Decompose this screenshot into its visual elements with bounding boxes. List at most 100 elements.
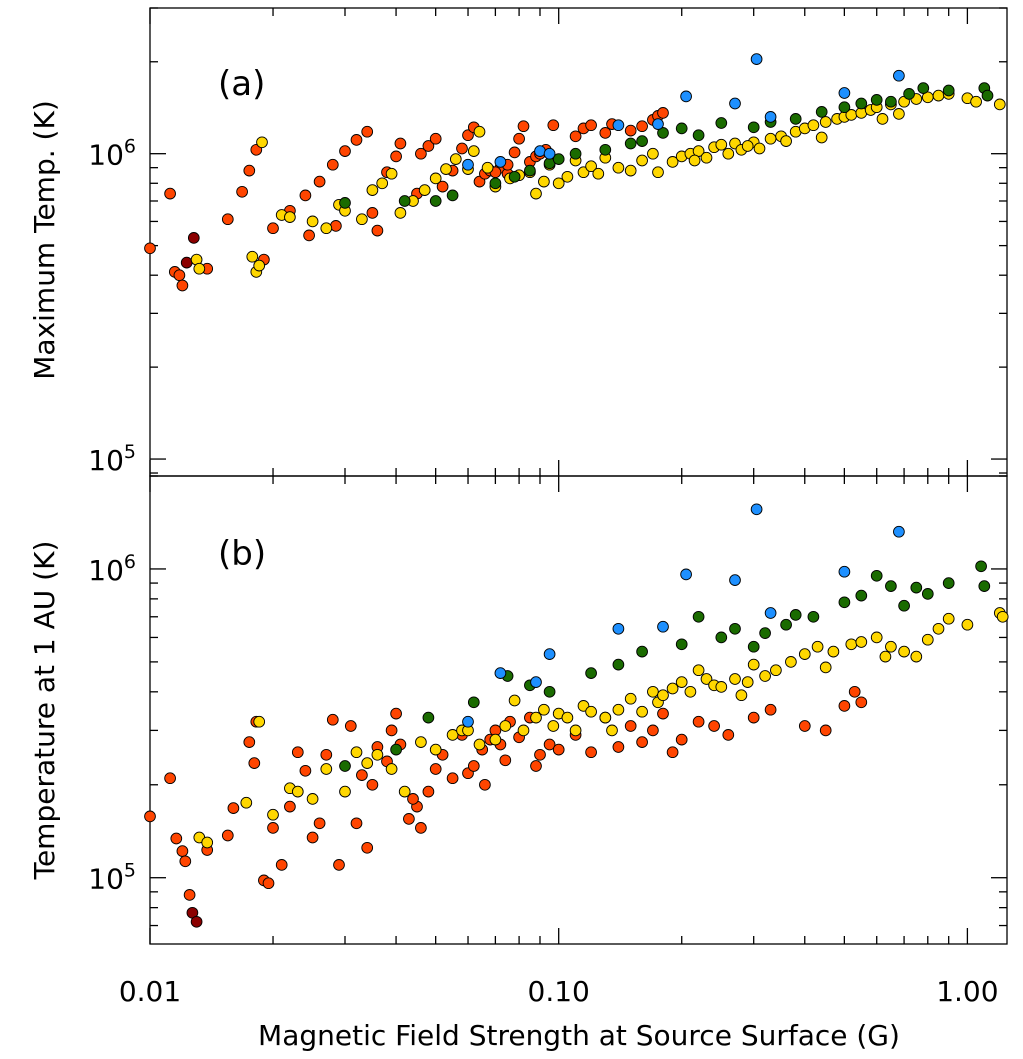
data-point <box>636 135 648 147</box>
data-point <box>456 142 468 155</box>
data-point <box>170 832 183 845</box>
data-point <box>996 610 1009 623</box>
data-point <box>798 648 811 660</box>
data-point <box>855 696 868 709</box>
data-point <box>898 645 910 658</box>
data-point <box>612 119 625 132</box>
data-point <box>489 177 502 190</box>
data-point <box>246 250 259 263</box>
data-point <box>371 748 384 761</box>
data-point <box>350 817 363 830</box>
data-point <box>415 147 427 160</box>
data-point <box>371 224 384 237</box>
x-tick-label: 1.00 <box>936 975 998 1008</box>
data-point <box>473 738 486 751</box>
data-point <box>729 622 741 635</box>
data-point <box>827 645 840 658</box>
data-point <box>429 132 442 145</box>
data-point <box>870 631 883 644</box>
data-point <box>838 565 851 578</box>
data-point <box>845 638 858 651</box>
data-point <box>885 580 897 592</box>
data-point <box>193 262 206 275</box>
data-point <box>680 568 692 581</box>
data-point <box>942 577 955 589</box>
data-point <box>624 137 637 150</box>
data-point <box>780 618 792 631</box>
data-point <box>764 132 777 145</box>
data-point <box>700 151 713 164</box>
data-point <box>221 213 234 226</box>
data-point <box>176 279 189 292</box>
series-0 <box>186 906 203 928</box>
data-point <box>513 132 525 145</box>
data-point <box>253 715 266 728</box>
data-point <box>534 748 546 761</box>
data-point <box>467 145 480 157</box>
data-point <box>473 175 486 188</box>
data-point <box>530 711 542 724</box>
data-point <box>173 269 186 282</box>
data-point <box>759 627 771 639</box>
data-point <box>284 800 296 813</box>
data-point <box>538 703 550 716</box>
data-point <box>385 724 398 737</box>
data-point <box>569 724 582 737</box>
data-point <box>848 685 861 698</box>
data-point <box>978 580 991 592</box>
data-point <box>291 785 304 798</box>
data-point <box>942 84 955 97</box>
data-point <box>394 207 407 219</box>
data-point <box>684 685 697 698</box>
data-point <box>735 689 748 702</box>
data-point <box>144 810 156 823</box>
data-point <box>666 746 679 759</box>
data-point <box>422 140 435 152</box>
data-point <box>675 638 688 651</box>
data-point <box>652 166 664 179</box>
data-point <box>508 170 521 183</box>
data-point <box>729 574 741 586</box>
data-point <box>390 743 402 756</box>
data-point <box>508 146 521 159</box>
data-point <box>489 733 502 746</box>
data-point <box>910 581 923 594</box>
data-point <box>750 53 763 65</box>
data-point <box>893 108 905 120</box>
series-4 <box>462 503 905 728</box>
data-point <box>429 195 442 207</box>
data-point <box>932 622 945 635</box>
data-point <box>320 763 333 775</box>
data-point <box>692 129 705 142</box>
data-point <box>538 175 550 188</box>
data-point <box>306 831 319 844</box>
data-point <box>753 142 766 155</box>
data-point <box>144 242 156 255</box>
data-point <box>201 836 214 849</box>
data-point <box>770 664 782 677</box>
data-point <box>494 156 507 168</box>
data-point <box>236 185 248 198</box>
data-point <box>715 631 728 644</box>
data-point <box>385 763 398 775</box>
data-point <box>708 720 720 732</box>
data-point <box>494 667 507 679</box>
y-tick-label: 105 <box>88 441 136 477</box>
data-point <box>700 673 713 685</box>
data-point <box>344 720 357 732</box>
data-point <box>306 215 319 228</box>
data-point <box>715 117 728 129</box>
data-point <box>547 720 560 732</box>
data-point <box>789 609 802 621</box>
panel-label: (b) <box>218 534 266 574</box>
data-point <box>599 143 612 156</box>
data-point <box>398 785 411 798</box>
data-point <box>467 760 480 772</box>
data-point <box>299 189 312 202</box>
series-2 <box>190 88 1006 278</box>
data-point <box>666 156 679 168</box>
data-point <box>320 748 333 761</box>
data-point <box>446 729 459 741</box>
data-point <box>180 256 193 269</box>
